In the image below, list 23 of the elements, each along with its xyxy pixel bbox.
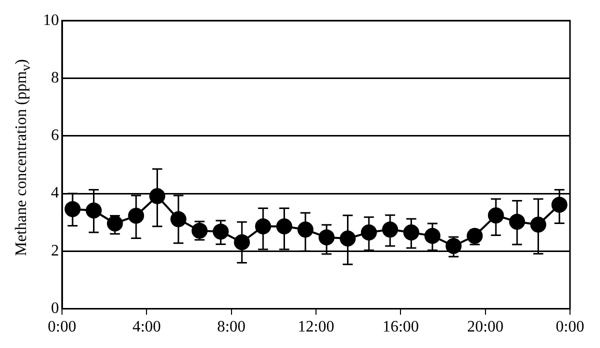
point: [297, 222, 314, 238]
point: [170, 211, 186, 228]
x-tick-label: 20:00: [467, 318, 504, 336]
x-tick-label: 12:00: [298, 318, 334, 336]
point: [64, 201, 81, 218]
point: [234, 234, 250, 250]
point: [382, 222, 398, 238]
point: [446, 238, 462, 254]
y-tick-label: 10: [43, 12, 59, 29]
y-tick-label: 2: [51, 242, 59, 260]
x-tick-label: 0:00: [556, 318, 584, 336]
y-tick-label: 8: [51, 69, 59, 86]
point: [360, 224, 377, 240]
x-tick-label: 4:00: [132, 318, 161, 336]
point: [424, 228, 440, 244]
y-tick-label: 6: [51, 127, 59, 144]
x-tick-label: 0:00: [48, 318, 76, 336]
point: [255, 218, 272, 234]
y-tick-label: 4: [51, 184, 59, 202]
x-tick-label: 8:00: [217, 318, 246, 336]
y-tick-label: 0: [51, 300, 59, 318]
x-tick-label: 16:00: [382, 318, 419, 336]
point: [488, 207, 504, 224]
